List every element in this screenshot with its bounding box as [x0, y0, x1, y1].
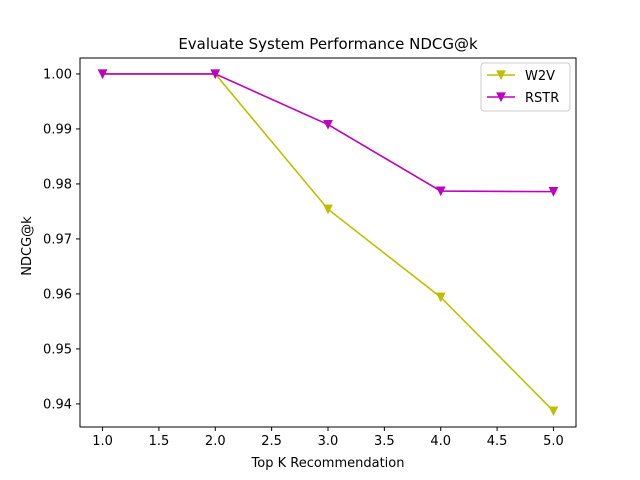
- legend-marker-rstr: [496, 92, 506, 103]
- data-point-w2v: [435, 292, 446, 303]
- data-point-rstr: [210, 69, 221, 80]
- legend-label-w2v: W2V: [525, 69, 555, 84]
- data-point-rstr: [323, 119, 333, 130]
- y-tick-label: 1.00: [43, 67, 72, 82]
- data-point-rstr: [435, 186, 446, 197]
- y-tick-label: 0.95: [43, 342, 72, 357]
- x-axis-label: Top K Recommendation: [251, 456, 405, 471]
- y-tick-label: 0.97: [43, 232, 72, 247]
- x-tick-label: 1.0: [92, 434, 113, 449]
- data-point-rstr: [548, 187, 559, 197]
- data-point-rstr: [97, 69, 108, 80]
- chart-title: Evaluate System Performance NDCG@k: [178, 35, 478, 53]
- y-axis-label: NDCG@k: [20, 216, 35, 276]
- x-tick-label: 1.5: [149, 434, 170, 449]
- x-tick-label: 3.5: [374, 434, 395, 449]
- plot-area: 1.0 1.5 2.0 2.5 3.0 3.5 4.0 4.5 5.0 0.94 0.95 0.96 0…: [43, 57, 577, 449]
- y-tick-label: 0.98: [43, 177, 72, 192]
- x-tick-label: 5.0: [543, 434, 564, 449]
- data-point-w2v: [548, 406, 559, 417]
- y-tick-label: 0.94: [43, 397, 72, 412]
- x-tick-label: 4.0: [430, 434, 451, 449]
- data-point-w2v: [323, 204, 333, 215]
- legend-label-rstr: RSTR: [525, 91, 559, 106]
- x-tick-label: 2.5: [261, 434, 282, 449]
- x-tick-label: 2.0: [205, 434, 226, 449]
- legend-marker-w2v: [496, 70, 506, 81]
- y-tick-label: 0.96: [43, 287, 72, 302]
- y-tick-label: 0.99: [43, 122, 72, 137]
- x-tick-label: 4.5: [487, 434, 508, 449]
- x-tick-label: 3.0: [318, 434, 339, 449]
